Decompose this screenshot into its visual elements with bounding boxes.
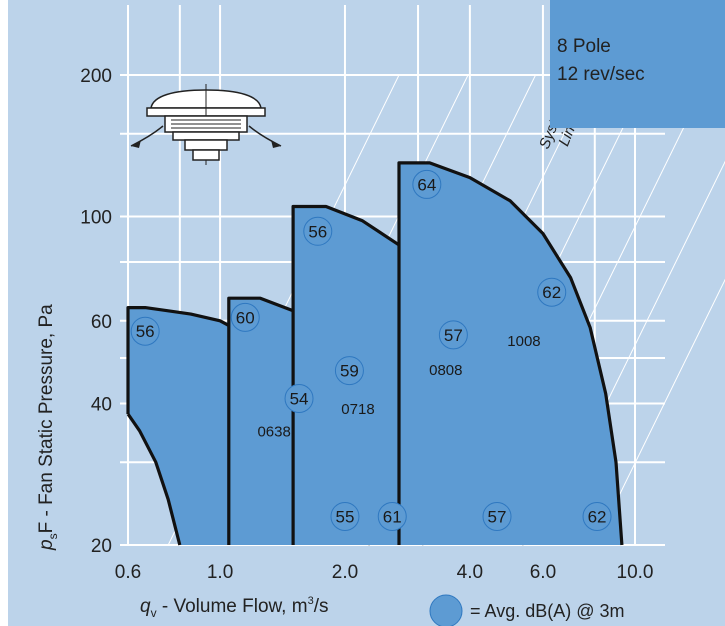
dba-circle [330,501,360,531]
y-tick-label: 200 [80,66,112,87]
x-tick-label: 0.6 [115,562,141,583]
dba-value: 62 [542,283,561,302]
dba-circle [303,216,333,246]
model-labels: 0638 0718 0808 1008 [257,333,540,441]
dba-circle [284,383,314,413]
dba-circle [230,302,260,332]
y-axis-label: psF - Fan Static Pressure, Pa [36,304,60,551]
dba-value: 59 [340,362,359,381]
x-tick-label: 6.0 [530,562,556,583]
dba-circle [537,277,567,307]
dba-markers: 56 54 55 60 59 61 56 57 57 64 62 62 [130,169,612,531]
dba-value: 64 [417,175,436,194]
model-label: 1008 [507,333,540,350]
dba-value: 56 [136,322,155,341]
y-tick-label: 100 [80,207,112,228]
model-label: 0638 [257,424,290,441]
x-tick-label: 2.0 [332,562,358,583]
dba-circle [130,316,160,346]
area-fill-1008 [399,162,622,545]
model-label: 0718 [341,401,374,418]
x-tick-label: 10.0 [617,562,654,583]
dba-value: 57 [444,326,463,345]
model-label: 0808 [429,362,462,379]
system-line [594,278,725,546]
roof-fan-icon [130,84,282,165]
info-pole: 8 Pole [557,36,611,57]
x-axis-label: qv - Volume Flow, m3/s [140,595,328,620]
performance-areas [126,161,624,546]
dba-circle [334,356,364,386]
dba-circle [482,501,512,531]
curve-left-0638 [126,413,182,546]
x-tick-label: 4.0 [457,562,483,583]
dba-value: 62 [588,507,607,526]
info-box [550,0,725,128]
dba-value: 60 [236,308,255,327]
x-tick-label: 1.0 [207,562,233,583]
y-tick-label: 40 [91,395,112,416]
tick-labels: 0.6 1.0 2.0 4.0 6.0 10.0 20 40 60 100 200 [80,66,653,583]
y-tick-label: 20 [91,536,112,557]
dba-value: 56 [308,222,327,241]
dba-circle [412,169,442,199]
legend-text: = Avg. dB(A) @ 3m [470,601,625,621]
curve-1008 [397,161,624,546]
info-speed: 12 rev/sec [557,64,645,85]
legend-dba-symbol [429,594,463,626]
dba-value: 61 [383,507,402,526]
dba-value: 54 [290,389,309,408]
dba-circle [377,501,407,531]
dba-circle [438,320,468,350]
dba-value: 55 [336,507,355,526]
y-tick-label: 60 [91,312,112,333]
dba-value: 57 [488,507,507,526]
dba-circle [582,501,612,531]
